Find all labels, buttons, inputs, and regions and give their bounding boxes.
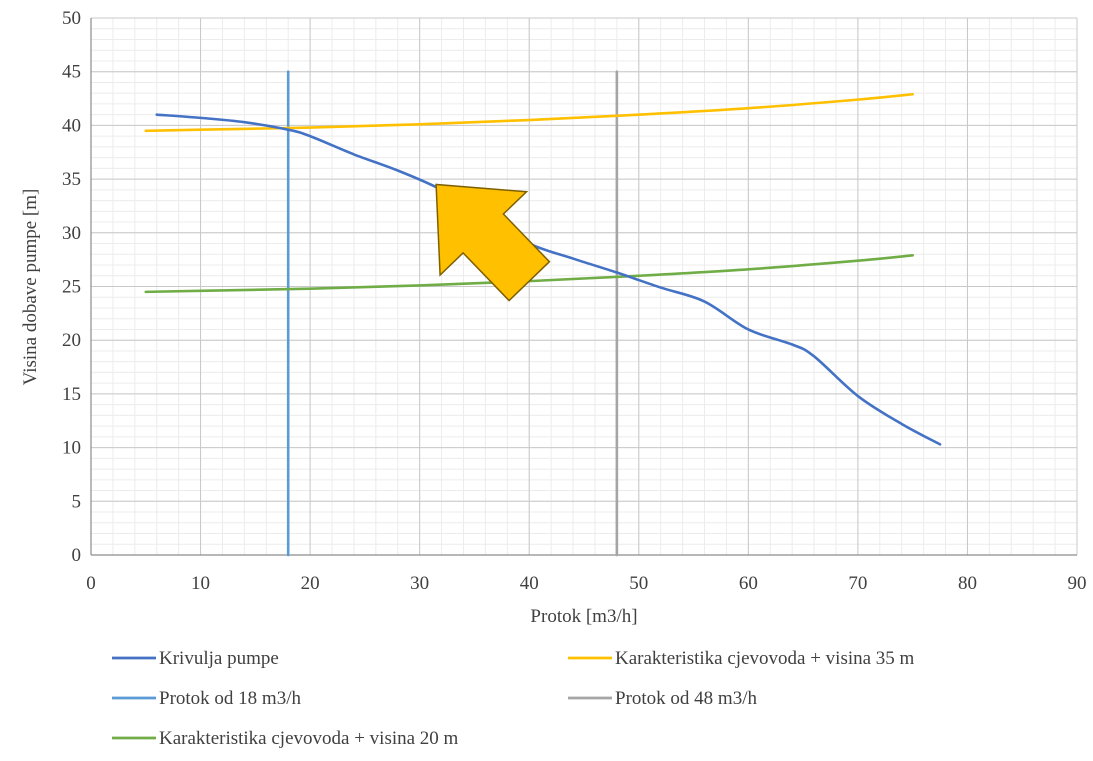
legend-label: Protok od 48 m3/h (615, 688, 757, 709)
legend-item-karakteristika-cjevovoda-visina-20-m: Karakteristika cjevovoda + visina 20 m (112, 728, 459, 749)
x-tick-label: 20 (301, 573, 320, 594)
y-tick-label: 40 (62, 115, 81, 136)
y-tick-label: 25 (62, 277, 81, 298)
legend-label: Karakteristika cjevovoda + visina 20 m (159, 728, 459, 749)
legend: Krivulja pumpe Karakteristika cjevovoda +… (112, 648, 915, 749)
x-tick-label: 60 (739, 573, 758, 594)
legend-label: Krivulja pumpe (159, 648, 279, 669)
x-tick-label: 0 (86, 573, 96, 594)
series-layer (146, 72, 940, 555)
y-tick-label: 50 (62, 8, 81, 29)
major-gridlines (91, 18, 1077, 555)
y-tick-label: 35 (62, 169, 81, 190)
x-tick-label: 30 (410, 573, 429, 594)
y-tick-label: 5 (72, 491, 82, 512)
y-axis-title: Visina dobave pumpe [m] (20, 189, 41, 386)
tick-labels: 0 10 20 30 40 50 60 70 80 90 0 5 10 15 20 25 30 35 40 45 50 (62, 8, 1087, 594)
legend-item-protok-od-18-m3-h: Protok od 18 m3/h (112, 688, 301, 709)
x-tick-label: 50 (629, 573, 648, 594)
y-tick-label: 45 (62, 62, 81, 83)
y-tick-label: 20 (62, 330, 81, 351)
x-tick-label: 80 (958, 573, 977, 594)
x-tick-label: 40 (520, 573, 539, 594)
x-tick-label: 10 (191, 573, 210, 594)
legend-item-krivulja-pumpe: Krivulja pumpe (112, 648, 279, 669)
x-tick-label: 90 (1068, 573, 1087, 594)
legend-label: Karakteristika cjevovoda + visina 35 m (615, 648, 915, 669)
y-tick-label: 0 (72, 545, 82, 566)
y-tick-label: 30 (62, 223, 81, 244)
y-tick-label: 15 (62, 384, 81, 405)
x-tick-label: 70 (848, 573, 867, 594)
legend-label: Protok od 18 m3/h (159, 688, 301, 709)
legend-item-protok-od-48-m3-h: Protok od 48 m3/h (568, 688, 757, 709)
y-tick-label: 10 (62, 438, 81, 459)
legend-item-karakteristika-cjevovoda-visina-35-m: Karakteristika cjevovoda + visina 35 m (568, 648, 915, 669)
x-axis-title: Protok [m3/h] (530, 606, 637, 627)
